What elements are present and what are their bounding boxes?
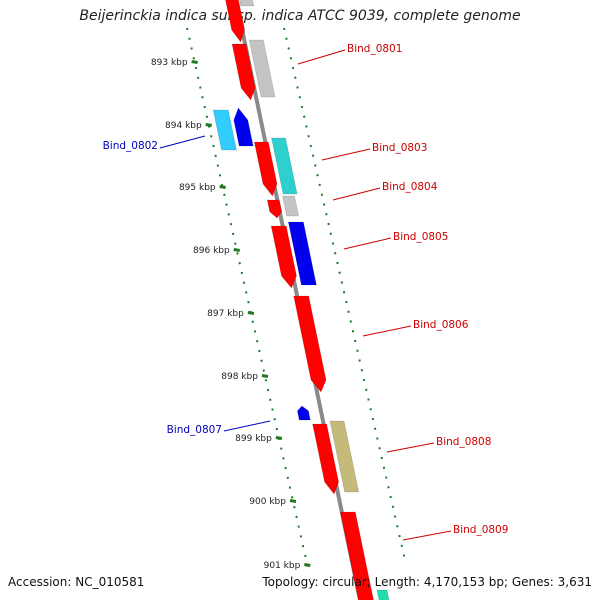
feature-arrow [225, 0, 246, 43]
accession-text: Accession: NC_010581 [8, 575, 145, 589]
gene-leader-line [321, 148, 371, 161]
genome-summary-text: Topology: circular; Length: 4,170,153 bp… [262, 575, 592, 589]
gene-label: Bind_0806 [413, 319, 469, 331]
feature-arrow [293, 295, 327, 393]
gene-leader-line [402, 530, 452, 541]
kbp-tick [275, 436, 283, 440]
gene-label: Bind_0804 [382, 181, 438, 193]
feature-arrow [270, 225, 297, 289]
feature-arrow [271, 137, 298, 195]
feature-arrow [287, 221, 317, 286]
kbp-tick [233, 248, 240, 252]
gene-label: Bind_0801 [347, 43, 402, 55]
kbp-label: 898 kbp [221, 372, 258, 382]
ruler-left [186, 27, 309, 569]
feature-arrow [282, 195, 300, 217]
feature-arrow [253, 141, 278, 197]
feature-arrow [212, 109, 237, 151]
gene-leader-line [362, 325, 412, 337]
kbp-label: 901 kbp [264, 561, 301, 571]
kbp-tick [191, 60, 198, 64]
gene-leader-line [386, 442, 435, 453]
gene-label: Bind_0807 [167, 424, 222, 436]
feature-arrow [239, 0, 255, 7]
kbp-label: 899 kbp [235, 434, 272, 444]
kbp-label: 900 kbp [249, 497, 286, 507]
kbp-tick [247, 311, 255, 315]
gene-label: Bind_0803 [372, 142, 427, 154]
kbp-tick [261, 374, 269, 378]
feature-arrow [248, 39, 276, 98]
gene-label: Bind_0805 [393, 231, 448, 243]
gene-leader-line [159, 135, 206, 149]
kbp-tick [219, 185, 226, 189]
gene-leader-line [343, 237, 392, 250]
feature-arrow [376, 589, 390, 600]
gene-label: Bind_0809 [453, 524, 508, 536]
kbp-label: 894 kbp [165, 121, 202, 131]
gene-label: Bind_0802 [103, 140, 158, 152]
feature-arrow [266, 199, 283, 219]
feature-arrow [339, 511, 374, 600]
gene-label: Bind_0808 [436, 436, 491, 448]
ruler-right [283, 27, 406, 561]
kbp-tick [289, 499, 297, 503]
gene-leader-line [332, 187, 381, 201]
kbp-label: 896 kbp [193, 246, 230, 256]
feature-arrow [231, 43, 256, 101]
gene-leader-line [297, 49, 346, 65]
gene-leader-line [223, 420, 271, 432]
kbp-tick [205, 123, 212, 127]
kbp-label: 893 kbp [151, 58, 188, 68]
map-title: Beijerinckia indica subsp. indica ATCC 9… [79, 8, 521, 24]
kbp-label: 897 kbp [207, 309, 244, 319]
kbp-tick [304, 563, 311, 567]
feature-arrow [312, 423, 340, 495]
kbp-label: 895 kbp [179, 183, 216, 193]
feature-arrow [233, 107, 254, 147]
feature-arrow [329, 420, 360, 493]
feature-arrow [296, 405, 311, 421]
